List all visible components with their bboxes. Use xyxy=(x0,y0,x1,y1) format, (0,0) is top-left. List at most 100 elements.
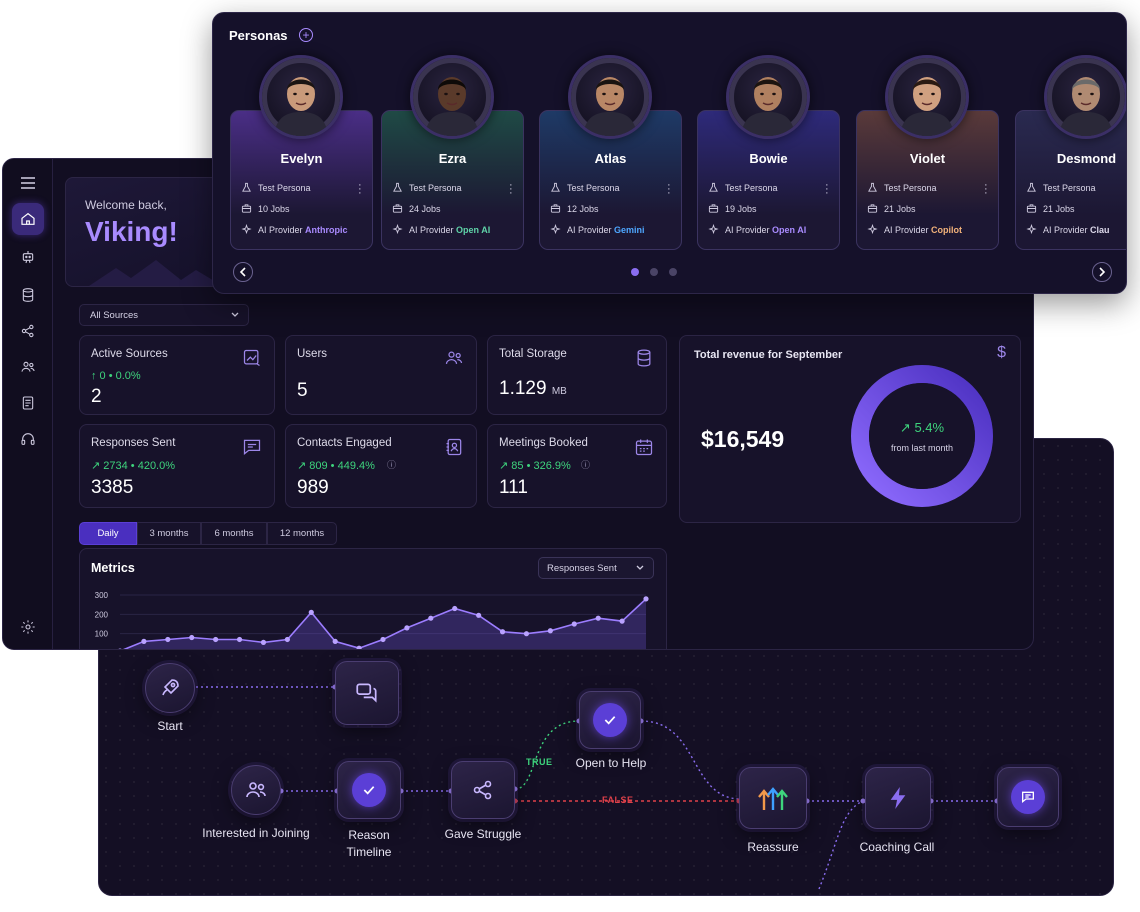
more-options-icon[interactable]: · · · xyxy=(825,179,829,199)
data-point[interactable] xyxy=(476,612,482,618)
stat-trend: ↗ 85 • 326.9% xyxy=(499,460,571,472)
more-options-icon[interactable]: · · · xyxy=(667,179,671,199)
chevron-right-icon xyxy=(1099,267,1106,277)
persona-provider-row: AI Provider Anthropic xyxy=(241,224,348,235)
mountains-graphic xyxy=(89,260,223,286)
data-point[interactable] xyxy=(356,645,362,650)
sidebar-item-settings[interactable] xyxy=(12,611,44,643)
sparkle-icon xyxy=(1026,224,1037,235)
stat-title: Active Sources xyxy=(91,348,168,360)
tab-6-months[interactable]: 6 months xyxy=(201,522,267,545)
data-point[interactable] xyxy=(189,634,195,641)
data-point[interactable] xyxy=(117,648,122,650)
home-icon xyxy=(21,212,35,225)
persona-provider: Copilot xyxy=(931,224,963,235)
metrics-selector[interactable]: Responses Sent xyxy=(538,557,654,579)
data-point[interactable] xyxy=(595,615,601,621)
revenue-card: Total revenue for September $ $16,549 ↗ … xyxy=(679,335,1021,523)
sidebar-item-bot[interactable] xyxy=(12,241,44,273)
more-options-icon[interactable]: · · · xyxy=(358,179,362,199)
info-icon[interactable]: ⓘ xyxy=(387,460,397,470)
chat-bubbles-icon xyxy=(356,683,377,703)
more-options-icon[interactable]: · · · xyxy=(984,179,988,199)
menu-icon[interactable] xyxy=(12,167,44,199)
tab-12-months[interactable]: 12 months xyxy=(267,522,337,545)
series-area xyxy=(125,598,646,649)
sidebar-item-support[interactable] xyxy=(12,423,44,455)
tab-3-months[interactable]: 3 months xyxy=(137,522,201,545)
sidebar-item-users[interactable] xyxy=(12,351,44,383)
chevron-down-icon xyxy=(231,312,239,317)
flow-node-interested[interactable] xyxy=(231,765,281,815)
stat-value: 989 xyxy=(297,477,329,498)
flow-node-coaching-call[interactable] xyxy=(865,767,931,829)
persona-avatar xyxy=(885,55,969,139)
sidebar-item-database[interactable] xyxy=(12,279,44,311)
flow-node-gave-struggle[interactable] xyxy=(451,761,515,819)
stat-title: Meetings Booked xyxy=(499,437,588,449)
persona-provider-label: AI Provider xyxy=(567,224,612,235)
data-point[interactable] xyxy=(571,621,577,627)
persona-role: Test Persona xyxy=(258,182,311,193)
revenue-change-value: 5.4% xyxy=(914,420,945,435)
persona-jobs: 21 Jobs xyxy=(1043,203,1075,214)
document-icon xyxy=(22,396,34,410)
data-point[interactable] xyxy=(428,615,434,621)
carousel-dot-active[interactable] xyxy=(631,268,639,276)
carousel-prev-button[interactable] xyxy=(233,262,253,282)
source-select[interactable]: All Sources xyxy=(79,304,249,326)
carousel-dot[interactable] xyxy=(650,268,658,276)
data-point[interactable] xyxy=(308,609,314,615)
persona-avatar xyxy=(410,55,494,139)
data-point[interactable] xyxy=(236,636,243,643)
data-point[interactable] xyxy=(380,636,386,643)
add-persona-icon[interactable]: + xyxy=(299,28,313,42)
info-icon[interactable]: ⓘ xyxy=(581,460,591,470)
flow-node-open-to-help[interactable] xyxy=(579,691,641,749)
sidebar-item-home[interactable] xyxy=(12,203,44,235)
flow-label-open-to-help: Open to Help xyxy=(575,756,647,770)
stat-card-total-storage: Total Storage 1.129 MB xyxy=(487,335,667,415)
flow-node-reason-timeline[interactable] xyxy=(337,761,401,819)
sidebar-item-documents[interactable] xyxy=(12,387,44,419)
data-point[interactable] xyxy=(643,596,649,602)
astronaut-portrait xyxy=(571,58,649,136)
flask-icon xyxy=(709,182,718,192)
tab-daily[interactable]: Daily xyxy=(79,522,137,545)
carousel-dot[interactable] xyxy=(669,268,677,276)
sidebar-item-network[interactable] xyxy=(12,315,44,347)
metrics-card: Metrics Responses Sent 300 200 100 0 xyxy=(79,548,667,650)
data-point[interactable] xyxy=(499,629,506,635)
data-point[interactable] xyxy=(213,636,219,643)
more-options-icon[interactable]: · · · xyxy=(509,179,513,199)
flow-node-final-message[interactable] xyxy=(997,767,1059,827)
persona-role-row: Test Persona xyxy=(550,182,620,193)
edge-true xyxy=(514,720,580,790)
database-icon xyxy=(637,349,651,367)
flow-node-reassure[interactable] xyxy=(739,767,807,829)
dollar-icon: $ xyxy=(997,344,1006,361)
persona-role-row: Test Persona xyxy=(241,182,311,193)
welcome-user: Viking! xyxy=(85,216,178,247)
persona-provider: Open AI xyxy=(456,224,491,235)
data-point[interactable] xyxy=(165,636,171,643)
data-point[interactable] xyxy=(452,605,458,612)
data-point[interactable] xyxy=(141,638,147,644)
flow-node-message[interactable] xyxy=(335,661,399,725)
data-point[interactable] xyxy=(523,631,530,637)
data-point[interactable] xyxy=(547,628,553,634)
carousel-next-button[interactable] xyxy=(1092,262,1112,282)
share-branch-icon xyxy=(473,780,492,800)
y-tick-label: 100 xyxy=(95,630,109,639)
data-point[interactable] xyxy=(404,625,410,631)
data-point[interactable] xyxy=(619,618,625,624)
persona-card[interactable]: Bowie Test Persona 19 Jobs AI Provider Open… xyxy=(697,110,840,250)
data-point[interactable] xyxy=(284,636,290,643)
flow-node-start[interactable] xyxy=(145,663,195,713)
sparkle-icon xyxy=(708,224,719,235)
data-point[interactable] xyxy=(332,638,338,644)
edge-extra xyxy=(818,800,864,890)
astronaut-portrait xyxy=(262,58,340,136)
persona-avatar xyxy=(568,55,652,139)
data-point[interactable] xyxy=(260,639,267,645)
